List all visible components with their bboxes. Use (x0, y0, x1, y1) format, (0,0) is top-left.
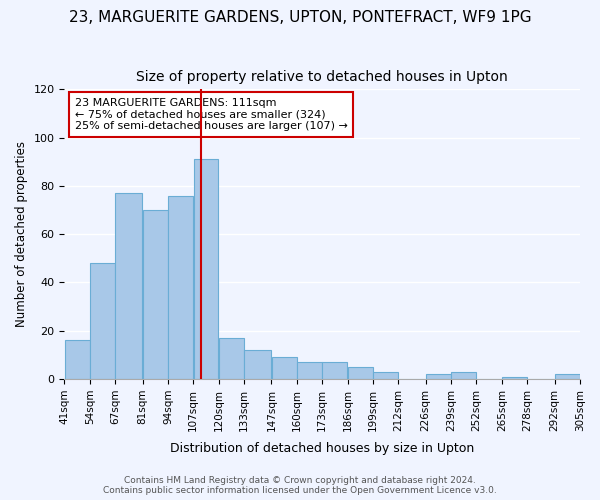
Text: 23, MARGUERITE GARDENS, UPTON, PONTEFRACT, WF9 1PG: 23, MARGUERITE GARDENS, UPTON, PONTEFRAC… (68, 10, 532, 25)
Bar (115, 193, 142, 379)
Bar (219, 338, 244, 379)
Y-axis label: Number of detached properties: Number of detached properties (15, 141, 28, 327)
Bar (143, 210, 167, 379)
Bar (373, 372, 398, 379)
Bar (426, 374, 451, 379)
X-axis label: Distribution of detached houses by size in Upton: Distribution of detached houses by size … (170, 442, 475, 455)
Bar (555, 374, 580, 379)
Text: 23 MARGUERITE GARDENS: 111sqm
← 75% of detached houses are smaller (324)
25% of : 23 MARGUERITE GARDENS: 111sqm ← 75% of d… (75, 98, 347, 131)
Bar (297, 362, 322, 379)
Bar (348, 367, 373, 379)
Bar (90, 263, 115, 379)
Text: Contains HM Land Registry data © Crown copyright and database right 2024.
Contai: Contains HM Land Registry data © Crown c… (103, 476, 497, 495)
Bar (244, 350, 271, 379)
Bar (451, 372, 476, 379)
Bar (194, 160, 218, 379)
Bar (322, 362, 347, 379)
Title: Size of property relative to detached houses in Upton: Size of property relative to detached ho… (136, 70, 508, 84)
Bar (272, 358, 296, 379)
Bar (65, 340, 89, 379)
Bar (168, 196, 193, 379)
Bar (502, 376, 527, 379)
